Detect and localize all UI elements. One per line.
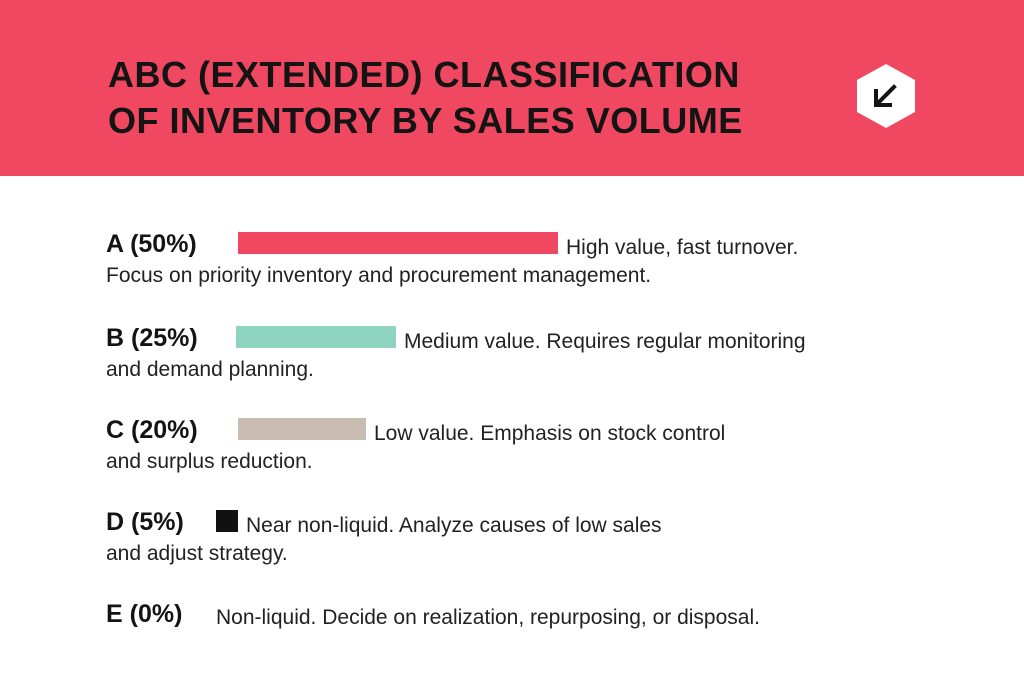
category-label: D (5%)	[106, 508, 184, 536]
description-line-1: Medium value. Requires regular monitorin…	[404, 330, 806, 353]
description-line-1: Low value. Emphasis on stock control	[374, 422, 726, 445]
arrow-down-left-icon	[857, 64, 915, 128]
description-line-2: and demand planning.	[106, 358, 314, 381]
bar-c	[238, 418, 366, 440]
description-line-2: Focus on priority inventory and procurem…	[106, 264, 652, 287]
category-label: A (50%)	[106, 230, 197, 258]
bar-b	[236, 326, 396, 348]
class-row-b: B (25%) Medium value. Requires regular mo…	[106, 318, 946, 381]
description-line-2: and adjust strategy.	[106, 542, 288, 565]
class-row-c: C (20%) Low value. Emphasis on stock cont…	[106, 410, 946, 473]
description-line-1: Non-liquid. Decide on realization, repur…	[216, 606, 760, 629]
class-row-d: D (5%) Near non-liquid. Analyze causes of…	[106, 502, 946, 565]
row-line: D (5%) Near non-liquid. Analyze causes of…	[106, 502, 946, 542]
description-line-1: High value, fast turnover.	[566, 236, 799, 259]
bar-a	[238, 232, 558, 254]
class-row-e: E (0%) Non-liquid. Decide on realization,…	[106, 594, 946, 634]
row-line: C (20%) Low value. Emphasis on stock cont…	[106, 410, 946, 450]
description-line-2: and surplus reduction.	[106, 450, 313, 473]
title-line-1: ABC (EXTENDED) CLASSIFICATION	[108, 54, 740, 95]
category-label: B (25%)	[106, 324, 198, 352]
class-row-a: A (50%) High value, fast turnover. Focus o…	[106, 224, 946, 287]
row-line: E (0%) Non-liquid. Decide on realization,…	[106, 594, 946, 634]
category-label: C (20%)	[106, 416, 198, 444]
header-banner: ABC (EXTENDED) CLASSIFICATION OF INVENTO…	[0, 0, 1024, 176]
title-line-2: OF INVENTORY BY SALES VOLUME	[108, 100, 743, 141]
category-label: E (0%)	[106, 600, 183, 628]
description-line-1: Near non-liquid. Analyze causes of low s…	[246, 514, 662, 537]
row-line: A (50%) High value, fast turnover.	[106, 224, 946, 264]
page-title: ABC (EXTENDED) CLASSIFICATION OF INVENTO…	[108, 52, 828, 144]
bar-d	[216, 510, 238, 532]
row-line: B (25%) Medium value. Requires regular mo…	[106, 318, 946, 358]
